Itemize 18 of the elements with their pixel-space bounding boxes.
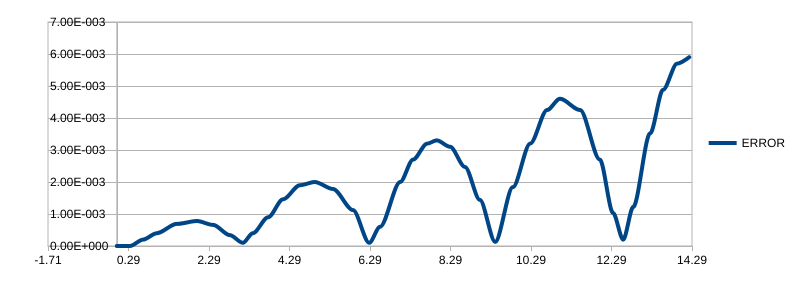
y-tick-label: 0.00E+000 [50, 239, 109, 253]
y-tick-label: 3.00E-003 [50, 143, 106, 157]
x-tick-label: 8.29 [438, 253, 462, 267]
legend-label: ERROR [742, 136, 786, 150]
x-tick-label: 12.29 [596, 253, 627, 267]
x-tick-label: 0.29 [116, 253, 140, 267]
x-tick-label: -1.71 [34, 253, 62, 267]
x-tick-label: 4.29 [278, 253, 302, 267]
x-tick-label: 10.29 [516, 253, 546, 267]
y-tick-label: 7.00E-003 [50, 15, 106, 29]
x-tick-label: 2.29 [197, 253, 221, 267]
y-tick-label: 6.00E-003 [50, 47, 106, 61]
y-tick-label: 1.00E-003 [50, 207, 106, 221]
x-tick-label: 6.29 [358, 253, 382, 267]
y-tick-label: 2.00E-003 [50, 175, 106, 189]
y-tick-label: 4.00E-003 [50, 111, 106, 125]
y-tick-label: 5.00E-003 [50, 79, 106, 93]
x-tick-label: 14.29 [676, 253, 708, 267]
